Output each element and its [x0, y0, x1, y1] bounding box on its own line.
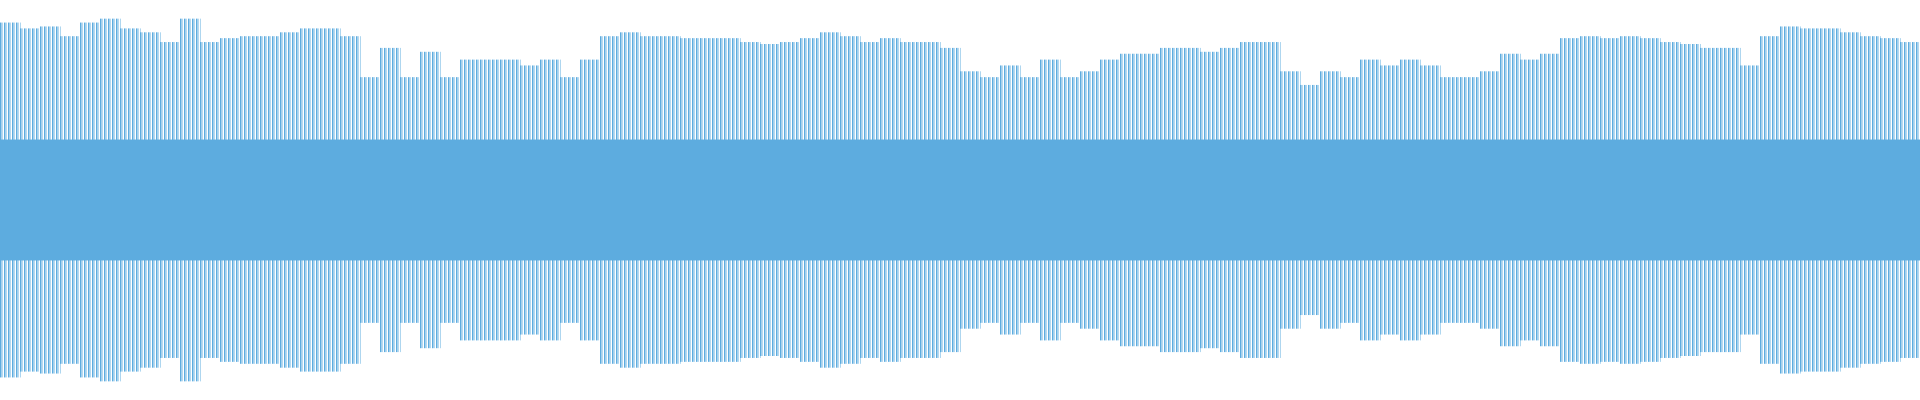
- waveform-core: [0, 139, 1920, 261]
